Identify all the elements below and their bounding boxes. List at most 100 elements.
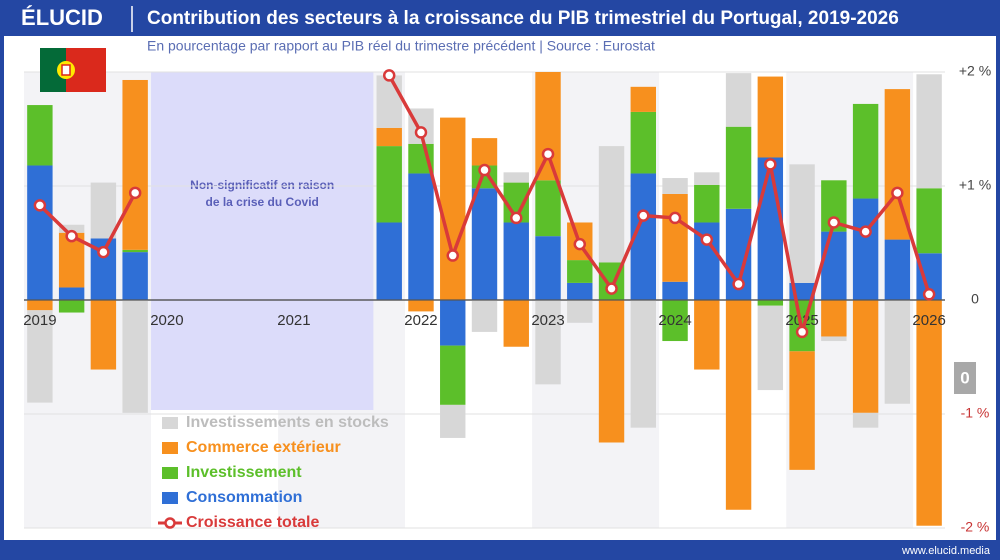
- bar: [821, 336, 847, 342]
- badge-box: [954, 362, 976, 394]
- bar: [440, 345, 466, 405]
- total-point: [891, 186, 904, 200]
- bar: [535, 236, 561, 300]
- total-point: [478, 163, 491, 177]
- total-point: [700, 233, 714, 246]
- bar: [694, 172, 720, 185]
- x-tick-label: 2019: [23, 312, 56, 329]
- bar: [440, 404, 466, 438]
- x-tick-label: 2025: [785, 312, 818, 329]
- total-point: [414, 126, 428, 139]
- x-tick-label: 2020: [150, 312, 183, 329]
- total-point: [732, 277, 745, 291]
- bar: [503, 172, 529, 183]
- bar: [471, 300, 498, 332]
- legend-swatch: [162, 467, 178, 479]
- total-point: [33, 199, 47, 212]
- total-point: [922, 288, 936, 301]
- bar: [122, 79, 148, 250]
- bar: [916, 300, 942, 526]
- footer: www.elucid.media: [901, 545, 991, 557]
- bar: [376, 127, 402, 147]
- plot: Non-significatif en raison de la crise du…: [23, 63, 991, 535]
- bar: [58, 224, 85, 233]
- bar: [821, 300, 847, 337]
- bar: [27, 300, 53, 311]
- total-point: [637, 209, 650, 222]
- bar: [567, 260, 593, 283]
- bar: [852, 412, 879, 428]
- bar: [916, 188, 942, 254]
- bar: [376, 146, 402, 223]
- total-point: [128, 186, 142, 200]
- bar: [694, 184, 720, 223]
- legend-swatch: [162, 442, 178, 454]
- bar: [27, 310, 53, 403]
- badge: 0: [960, 368, 969, 387]
- x-tick-label: 2021: [277, 312, 310, 329]
- bar: [725, 300, 752, 510]
- bar: [884, 300, 911, 404]
- bar: [408, 300, 434, 312]
- total-point: [97, 245, 110, 259]
- y-tick-label: +2 %: [959, 63, 991, 79]
- bar: [630, 300, 656, 428]
- total-point: [605, 282, 618, 295]
- bar: [662, 281, 688, 300]
- bar: [630, 86, 656, 112]
- total-point: [859, 225, 872, 238]
- bar: [503, 300, 529, 347]
- total-point: [668, 211, 682, 225]
- bar: [757, 76, 784, 158]
- bar: [852, 300, 879, 413]
- bar: [122, 249, 148, 253]
- bar: [408, 173, 434, 300]
- bar: [916, 74, 942, 189]
- y-tick-label: 0: [971, 291, 979, 307]
- subtitle: En pourcentage par rapport au PIB réel d…: [147, 38, 655, 54]
- total-point: [764, 158, 777, 171]
- legend-point: [164, 517, 176, 529]
- legend-label: Investissements en stocks: [186, 414, 389, 431]
- bar: [789, 351, 815, 470]
- y-tick-label: +1 %: [959, 177, 991, 193]
- legend-swatch: [162, 417, 178, 429]
- bar: [725, 126, 752, 209]
- bar: [598, 300, 625, 443]
- bar: [757, 300, 784, 306]
- legend-swatch: [162, 492, 178, 504]
- total-point: [382, 69, 396, 82]
- bar: [471, 188, 498, 300]
- bar: [662, 300, 688, 342]
- bar: [440, 117, 466, 300]
- total-point: [827, 216, 841, 229]
- chart-title: Contribution des secteurs à la croissanc…: [147, 8, 899, 29]
- logo: ÉLUCID: [21, 5, 103, 30]
- bar: [90, 300, 117, 370]
- legend-label: Croissance totale: [186, 514, 319, 531]
- bar: [535, 180, 561, 237]
- covid-band: [151, 72, 374, 410]
- bar: [27, 105, 53, 166]
- bar: [376, 75, 402, 128]
- bar: [852, 103, 879, 199]
- x-tick-label: 2022: [404, 312, 437, 329]
- bar: [535, 72, 561, 181]
- bar: [122, 252, 148, 300]
- legend-label: Consommation: [186, 489, 302, 506]
- bar: [27, 165, 53, 300]
- x-tick-label: 2023: [531, 312, 564, 329]
- bar: [852, 198, 879, 300]
- bar: [884, 239, 911, 300]
- bar: [821, 231, 847, 300]
- total-point: [510, 211, 523, 225]
- bar: [503, 222, 529, 300]
- flag: [40, 48, 106, 92]
- bar: [567, 282, 593, 300]
- bar: [662, 178, 688, 194]
- total-point: [65, 229, 78, 243]
- bar: [471, 138, 498, 166]
- total-point: [446, 249, 459, 262]
- x-tick-label: 2024: [658, 312, 691, 329]
- bar: [598, 146, 625, 263]
